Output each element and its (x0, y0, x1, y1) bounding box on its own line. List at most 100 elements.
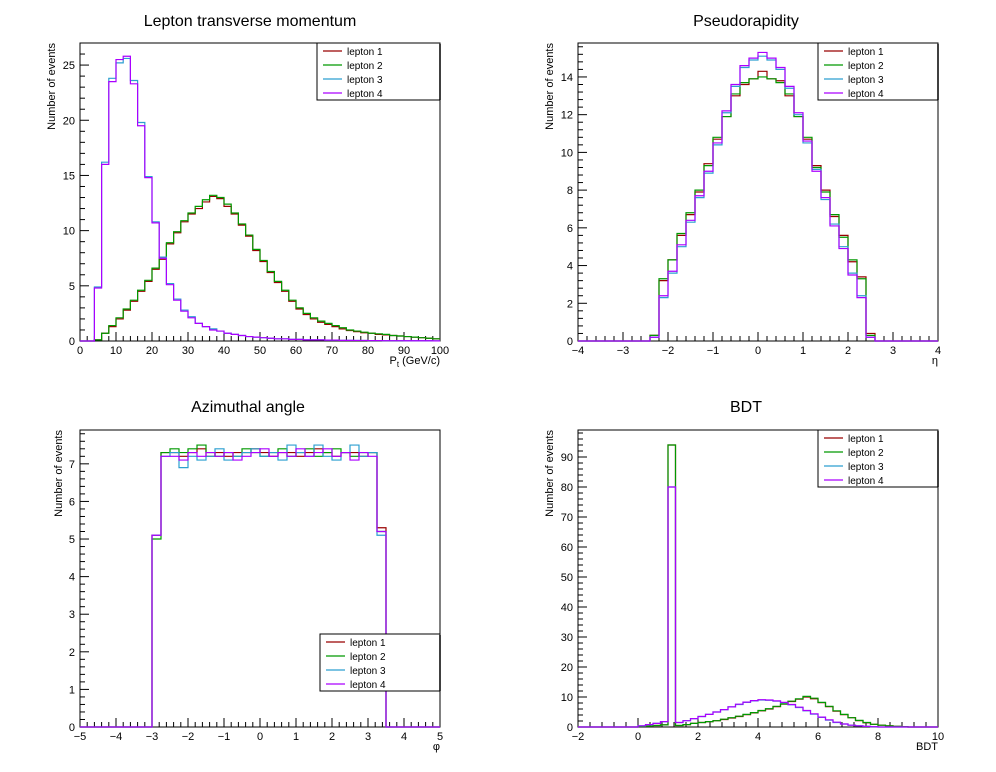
x-tick-label: 4 (755, 731, 761, 743)
x-tick-label: 3 (890, 345, 896, 357)
y-tick-label: 15 (63, 170, 75, 182)
x-tick-label: 20 (146, 345, 158, 357)
series-lepton-4 (578, 51, 938, 342)
legend-label: lepton 3 (347, 75, 383, 86)
chart-title: Lepton transverse momentum (144, 13, 357, 30)
x-tick-label: 60 (290, 345, 302, 357)
x-tick-label: 0 (257, 731, 263, 743)
legend: lepton 1 lepton 2 lepton 3 lepton 4 (817, 429, 939, 488)
legend-label: lepton 2 (347, 61, 383, 72)
chart-title: BDT (730, 399, 762, 416)
y-axis-label: Number of events (46, 43, 58, 130)
legend-label: lepton 2 (848, 448, 884, 459)
legend: lepton 1 lepton 2 lepton 3 lepton 4 (817, 42, 939, 101)
y-tick-label: 0 (69, 722, 75, 734)
x-tick-label: −4 (110, 731, 123, 743)
legend-label: lepton 1 (848, 47, 884, 58)
y-tick-label: 6 (567, 223, 573, 235)
x-tick-label: 2 (329, 731, 335, 743)
x-tick-label: 30 (182, 345, 194, 357)
y-tick-label: 50 (561, 572, 573, 584)
x-tick-label: 4 (401, 731, 407, 743)
x-tick-label: 8 (875, 731, 881, 743)
x-tick-label: −1 (707, 345, 720, 357)
legend-label: lepton 2 (848, 61, 884, 72)
x-axis-label-unit: (GeV/c) (399, 355, 440, 367)
y-tick-label: 2 (69, 647, 75, 659)
y-axis-label: Number of events (53, 430, 65, 517)
y-tick-label: 5 (69, 281, 75, 293)
x-axis-label-main: φ (433, 741, 440, 753)
y-tick-label: 25 (63, 60, 75, 72)
series-lepton-4 (578, 486, 938, 728)
series-lepton-4 (80, 448, 440, 728)
legend-label: lepton 3 (848, 462, 884, 473)
x-tick-label: 6 (815, 731, 821, 743)
legend-label: lepton 4 (848, 476, 884, 487)
y-tick-label: 10 (561, 147, 573, 159)
x-tick-label: 1 (800, 345, 806, 357)
y-tick-label: 4 (567, 261, 573, 273)
x-tick-label: 40 (218, 345, 230, 357)
y-tick-label: 1 (69, 684, 75, 696)
legend-box (817, 42, 939, 101)
x-axis-label-sub: t (397, 360, 400, 369)
x-tick-label: −3 (146, 731, 159, 743)
legend: lepton 1 lepton 2 lepton 3 lepton 4 (316, 42, 441, 101)
x-tick-label: −2 (182, 731, 195, 743)
x-tick-label: 70 (326, 345, 338, 357)
y-tick-label: 7 (69, 459, 75, 471)
legend-box (319, 633, 441, 692)
legend-label: lepton 4 (347, 89, 383, 100)
legend-label: lepton 3 (848, 75, 884, 86)
y-tick-label: 30 (561, 632, 573, 644)
series-lepton-4 (80, 55, 440, 342)
x-tick-label: 0 (755, 345, 761, 357)
y-tick-label: 60 (561, 542, 573, 554)
x-axis-label: Pt (GeV/c) (389, 355, 440, 369)
chart-panel-2: Pseudorapidity−4 −3 −2 −1 0 1 2 3 402468101214Nu… (544, 13, 941, 367)
series-lepton-3 (578, 486, 938, 728)
x-tick-label: 2 (695, 731, 701, 743)
x-tick-label: 2 (845, 345, 851, 357)
y-tick-label: 90 (561, 452, 573, 464)
y-tick-label: 20 (63, 115, 75, 127)
x-tick-label: 100 (431, 345, 449, 357)
legend-label: lepton 2 (350, 652, 386, 663)
x-tick-label: 5 (437, 731, 443, 743)
x-tick-label: 0 (77, 345, 83, 357)
y-tick-label: 2 (567, 298, 573, 310)
y-tick-label: 10 (63, 226, 75, 238)
x-axis-label-main: η (932, 355, 938, 367)
series-lepton-1 (80, 195, 440, 342)
y-tick-label: 12 (561, 110, 573, 122)
x-tick-label: −1 (218, 731, 231, 743)
y-tick-label: 6 (69, 496, 75, 508)
legend: lepton 1 lepton 2 lepton 3 lepton 4 (319, 633, 441, 692)
legend-label: lepton 1 (848, 434, 884, 445)
y-tick-label: 40 (561, 602, 573, 614)
y-tick-label: 0 (567, 336, 573, 348)
series-lepton-1 (578, 70, 938, 342)
chart-title: Azimuthal angle (191, 399, 305, 416)
x-tick-label: 50 (254, 345, 266, 357)
legend-label: lepton 1 (347, 47, 383, 58)
y-tick-label: 20 (561, 662, 573, 674)
x-tick-label: −2 (572, 731, 585, 743)
y-tick-label: 4 (69, 572, 75, 584)
legend-label: lepton 4 (848, 89, 884, 100)
x-axis-label-main: BDT (916, 741, 938, 753)
x-tick-label: 80 (362, 345, 374, 357)
series-lepton-2 (578, 76, 938, 342)
x-tick-label: 90 (398, 345, 410, 357)
chart-title: Pseudorapidity (693, 13, 799, 30)
y-tick-label: 80 (561, 482, 573, 494)
x-tick-label: −2 (662, 345, 675, 357)
legend-box (316, 42, 441, 101)
y-tick-label: 0 (69, 336, 75, 348)
x-tick-label: 4 (935, 345, 941, 357)
series-lepton-2 (578, 444, 938, 728)
